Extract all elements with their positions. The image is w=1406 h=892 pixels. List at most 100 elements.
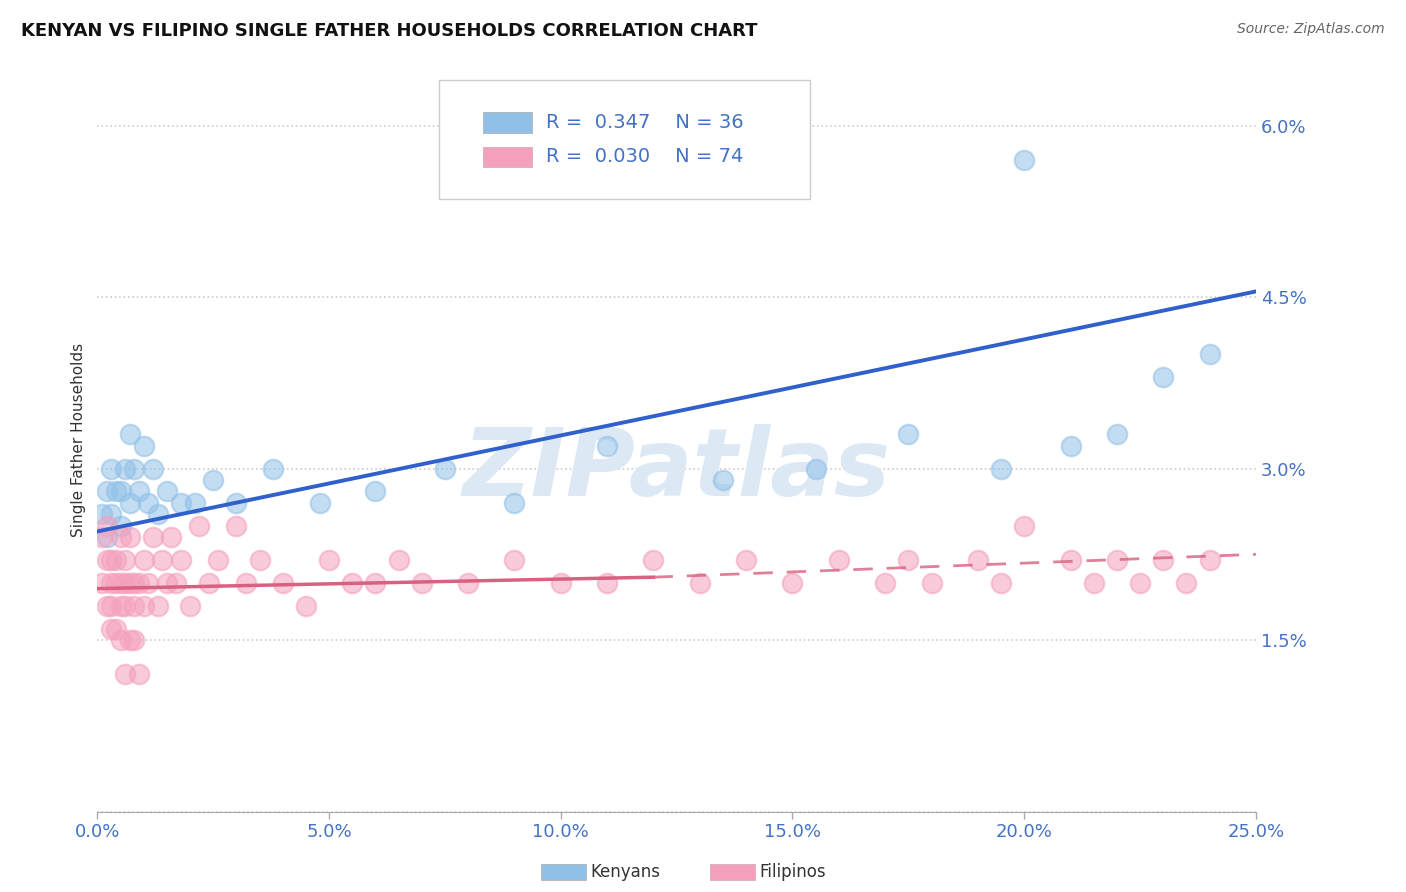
Text: Source: ZipAtlas.com: Source: ZipAtlas.com	[1237, 22, 1385, 37]
Point	[271, 575, 294, 590]
Point	[782, 575, 804, 590]
Point	[110, 530, 132, 544]
Point	[100, 599, 122, 613]
Point	[225, 518, 247, 533]
Point	[156, 484, 179, 499]
Point	[503, 553, 526, 567]
Text: R =  0.030    N = 74: R = 0.030 N = 74	[546, 147, 744, 167]
Point	[1012, 153, 1035, 167]
Point	[990, 575, 1012, 590]
Point	[104, 575, 127, 590]
Point	[503, 496, 526, 510]
Point	[142, 461, 165, 475]
Point	[225, 496, 247, 510]
Point	[596, 575, 619, 590]
Point	[1012, 518, 1035, 533]
FancyBboxPatch shape	[484, 146, 531, 168]
Point	[735, 553, 758, 567]
Point	[132, 553, 155, 567]
FancyBboxPatch shape	[439, 79, 810, 199]
Point	[197, 575, 219, 590]
Point	[966, 553, 988, 567]
Point	[146, 599, 169, 613]
Point	[110, 518, 132, 533]
Point	[100, 461, 122, 475]
Point	[1129, 575, 1152, 590]
Point	[457, 575, 479, 590]
Point	[136, 575, 159, 590]
Text: ZIPatlas: ZIPatlas	[463, 424, 890, 516]
Point	[96, 553, 118, 567]
Y-axis label: Single Father Households: Single Father Households	[72, 343, 86, 537]
Point	[249, 553, 271, 567]
Point	[828, 553, 851, 567]
Point	[364, 484, 387, 499]
Point	[170, 553, 193, 567]
Text: KENYAN VS FILIPINO SINGLE FATHER HOUSEHOLDS CORRELATION CHART: KENYAN VS FILIPINO SINGLE FATHER HOUSEHO…	[21, 22, 758, 40]
Point	[128, 484, 150, 499]
Point	[124, 461, 146, 475]
Point	[318, 553, 340, 567]
Point	[295, 599, 318, 613]
Point	[1059, 439, 1081, 453]
Point	[96, 530, 118, 544]
Point	[118, 575, 141, 590]
Point	[118, 496, 141, 510]
Point	[100, 575, 122, 590]
Point	[124, 599, 146, 613]
Point	[110, 633, 132, 648]
Point	[387, 553, 409, 567]
Point	[897, 427, 920, 442]
Point	[96, 599, 118, 613]
Point	[128, 667, 150, 681]
Point	[132, 439, 155, 453]
Point	[104, 484, 127, 499]
Point	[990, 461, 1012, 475]
Point	[921, 575, 943, 590]
Point	[124, 575, 146, 590]
Point	[100, 508, 122, 522]
Point	[110, 599, 132, 613]
Point	[875, 575, 897, 590]
Point	[183, 496, 205, 510]
Point	[1083, 575, 1105, 590]
Point	[91, 530, 114, 544]
Point	[118, 427, 141, 442]
Point	[136, 496, 159, 510]
Point	[124, 633, 146, 648]
Point	[364, 575, 387, 590]
Point	[114, 575, 136, 590]
Point	[118, 530, 141, 544]
Point	[804, 461, 827, 475]
Point	[91, 575, 114, 590]
Point	[596, 439, 619, 453]
Point	[1198, 347, 1220, 361]
Point	[1152, 370, 1174, 384]
Point	[1152, 553, 1174, 567]
Point	[114, 667, 136, 681]
Text: Kenyans: Kenyans	[591, 863, 661, 881]
Point	[142, 530, 165, 544]
Text: R =  0.347    N = 36: R = 0.347 N = 36	[546, 113, 744, 132]
Text: Filipinos: Filipinos	[759, 863, 825, 881]
Point	[132, 599, 155, 613]
Point	[104, 622, 127, 636]
Point	[96, 518, 118, 533]
Point	[1105, 553, 1128, 567]
Point	[689, 575, 711, 590]
Point	[110, 484, 132, 499]
Point	[179, 599, 201, 613]
Point	[114, 599, 136, 613]
Point	[128, 575, 150, 590]
Point	[1175, 575, 1198, 590]
Point	[100, 553, 122, 567]
Point	[165, 575, 187, 590]
Point	[1198, 553, 1220, 567]
Point	[156, 575, 179, 590]
Point	[114, 553, 136, 567]
Point	[160, 530, 183, 544]
Point	[433, 461, 456, 475]
Point	[1105, 427, 1128, 442]
Point	[118, 633, 141, 648]
Point	[146, 508, 169, 522]
